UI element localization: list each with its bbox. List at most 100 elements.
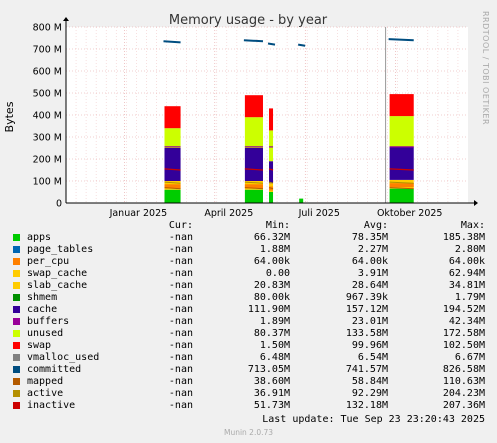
legend-min-value: 80.37M xyxy=(253,328,290,339)
legend-max-value: 110.63M xyxy=(442,376,485,387)
x-tick-label: Juli 2025 xyxy=(298,208,340,219)
area-swap xyxy=(164,106,181,129)
legend-series-name: per_cpu xyxy=(27,256,70,267)
line-mapped xyxy=(268,187,274,190)
legend-cur-value: -nan xyxy=(168,268,193,279)
area-unused xyxy=(269,130,274,162)
legend-max-value: 42.34M xyxy=(448,316,485,327)
area-cache xyxy=(244,148,263,181)
x-tick-label: Oktober 2025 xyxy=(377,208,443,219)
legend-series-name: swap_cache xyxy=(27,268,88,279)
legend-min-value: 0.00 xyxy=(265,268,290,279)
legend-min-value: 6.48M xyxy=(259,352,290,363)
legend-min-value: 111.90M xyxy=(247,304,290,315)
legend-header-min: Min: xyxy=(265,220,290,231)
y-tick-label: 100 M xyxy=(33,177,62,188)
legend-row-slab-cache: slab_cache -nan 20.83M 28.64M 34.81M xyxy=(0,280,497,292)
y-tick-label: 600 M xyxy=(33,67,62,78)
legend-avg-value: 741.57M xyxy=(345,364,388,375)
legend-cur-value: -nan xyxy=(168,388,193,399)
memory-chart: Memory usage - by year RRDTOOL / TOBI OE… xyxy=(0,0,497,220)
area-cache xyxy=(269,161,274,184)
area-unused xyxy=(244,117,263,148)
area-apps xyxy=(299,198,304,203)
area-per-cpu xyxy=(164,184,181,189)
y-tick-label: 200 M xyxy=(33,155,62,166)
area-apps xyxy=(269,192,274,203)
legend-avg-value: 133.58M xyxy=(345,328,388,339)
line-committed xyxy=(267,42,276,46)
last-update: Last update: Tue Sep 23 23:20:43 2025 xyxy=(262,414,485,425)
line-active xyxy=(389,181,414,184)
line-committed xyxy=(298,43,306,47)
legend-max-value: 102.50M xyxy=(442,340,485,351)
area-swap xyxy=(269,108,274,131)
legend-min-value: 713.05M xyxy=(247,364,290,375)
legend-swatch xyxy=(13,390,20,397)
y-tick-label: 400 M xyxy=(33,111,62,122)
legend-series-name: apps xyxy=(27,232,52,243)
y-axis-label: Bytes xyxy=(3,101,16,132)
legend-swatch xyxy=(13,354,20,361)
legend-series-name: unused xyxy=(27,328,64,339)
legend-row-unused: unused -nan 80.37M 133.58M 172.58M xyxy=(0,328,497,340)
legend-max-value: 172.58M xyxy=(442,328,485,339)
area-apps xyxy=(389,188,414,203)
legend-avg-value: 967.39k xyxy=(345,292,388,303)
line-mapped xyxy=(389,187,414,190)
area-unused xyxy=(164,128,181,148)
legend-cur-value: -nan xyxy=(168,244,193,255)
legend-avg-value: 78.35M xyxy=(351,232,388,243)
legend-row-apps: apps -nan 66.32M 78.35M 185.38M xyxy=(0,232,497,244)
area-cache xyxy=(389,146,414,180)
area-apps xyxy=(164,189,181,203)
legend-min-value: 51.73M xyxy=(253,400,290,411)
legend-min-value: 80.00k xyxy=(253,292,290,303)
legend-min-value: 1.50M xyxy=(259,340,290,351)
legend-row-cache: cache -nan 111.90M 157.12M 194.52M xyxy=(0,304,497,316)
rrdtool-side-label: RRDTOOL / TOBI OETIKER xyxy=(481,11,490,125)
legend-max-value: 2.80M xyxy=(454,244,485,255)
legend-series-name: mapped xyxy=(27,376,64,387)
legend-cur-value: -nan xyxy=(168,364,193,375)
legend-max-value: 64.00k xyxy=(448,256,485,267)
legend-cur-value: -nan xyxy=(168,328,193,339)
legend-row-inactive: inactive -nan 51.73M 132.18M 207.36M xyxy=(0,400,497,412)
line-inactive xyxy=(389,168,414,171)
legend-row-swap-cache: swap_cache -nan 0.00 3.91M 62.94M xyxy=(0,268,497,280)
legend-avg-value: 64.00k xyxy=(351,256,388,267)
area-per-cpu xyxy=(244,184,263,189)
legend-avg-value: 6.54M xyxy=(357,352,388,363)
legend-min-value: 1.88M xyxy=(259,244,290,255)
x-tick-label: April 2025 xyxy=(204,208,253,219)
legend-cur-value: -nan xyxy=(168,400,193,411)
legend-row-shmem: shmem -nan 80.00k 967.39k 1.79M xyxy=(0,292,497,304)
area-apps xyxy=(244,189,263,203)
munin-version: Munin 2.0.73 xyxy=(223,428,274,437)
legend-row-per-cpu: per_cpu -nan 64.00k 64.00k 64.00k xyxy=(0,256,497,268)
legend-avg-value: 157.12M xyxy=(345,304,388,315)
legend-series-name: swap xyxy=(27,340,52,351)
legend-max-value: 34.81M xyxy=(448,280,485,291)
legend-swatch xyxy=(13,330,20,337)
line-inactive xyxy=(244,168,264,171)
legend-header-max: Max: xyxy=(460,220,485,231)
legend-min-value: 38.60M xyxy=(253,376,290,387)
legend-cur-value: -nan xyxy=(168,376,193,387)
legend-row-buffers: buffers -nan 1.89M 23.01M 42.34M xyxy=(0,316,497,328)
legend-max-value: 826.58M xyxy=(442,364,485,375)
legend-avg-value: 58.84M xyxy=(351,376,388,387)
legend-max-value: 62.94M xyxy=(448,268,485,279)
legend-swatch xyxy=(13,402,20,409)
area-swap xyxy=(244,95,263,118)
area-swap xyxy=(389,94,414,117)
legend-swatch xyxy=(13,258,20,265)
legend-series-name: buffers xyxy=(27,316,70,327)
legend-series-name: active xyxy=(27,388,64,399)
y-tick-label: 700 M xyxy=(33,45,62,56)
legend-min-value: 1.89M xyxy=(259,316,290,327)
legend-swatch xyxy=(13,234,20,241)
area-per-cpu xyxy=(389,183,414,188)
legend-max-value: 185.38M xyxy=(442,232,485,243)
legend-swatch xyxy=(13,246,20,253)
